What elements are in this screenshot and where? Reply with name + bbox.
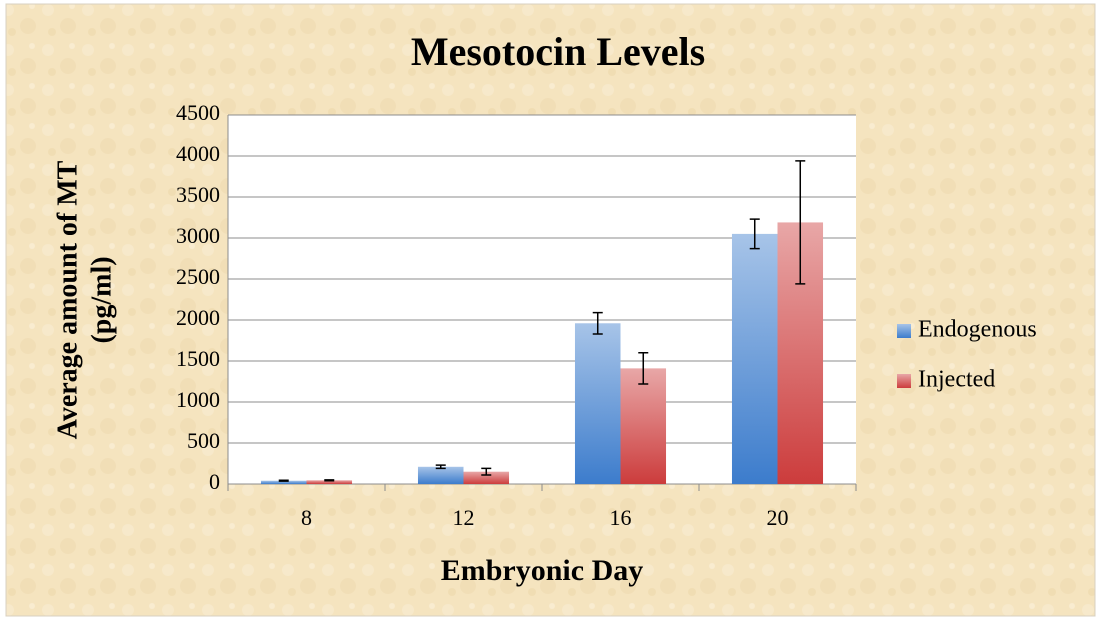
error-bar <box>435 464 446 470</box>
y-axis-label: Average amount of MT (pg/ml) <box>52 160 117 439</box>
bar <box>574 323 621 484</box>
error-bar <box>592 311 603 335</box>
bar <box>463 471 510 484</box>
y-tick-label: 3500 <box>176 182 220 207</box>
bar <box>731 233 778 484</box>
error-bar <box>278 479 289 482</box>
bar <box>260 480 307 484</box>
error-bar <box>638 352 649 385</box>
legend-swatch <box>897 324 911 338</box>
legend-label: Endogenous <box>918 317 1037 343</box>
bar <box>417 466 464 484</box>
x-tick-label: 12 <box>453 505 475 530</box>
y-tick-label: 4500 <box>176 100 220 125</box>
y-tick-label: 500 <box>187 428 220 453</box>
bar <box>620 368 667 484</box>
legend-label: Injected <box>918 367 995 393</box>
y-tick-label: 0 <box>209 469 220 494</box>
x-tick-label: 16 <box>610 505 632 530</box>
y-tick-label: 2500 <box>176 264 220 289</box>
x-tick-label: 8 <box>301 505 312 530</box>
bar <box>306 480 353 484</box>
legend-swatch <box>897 374 911 388</box>
y-tick-label: 3000 <box>176 223 220 248</box>
y-tick-label: 4000 <box>176 141 220 166</box>
error-bar <box>324 479 335 482</box>
y-tick-label: 2000 <box>176 305 220 330</box>
y-axis-label-line: Average amount of MT <box>52 160 83 439</box>
x-axis-label: Embryonic Day <box>441 554 644 587</box>
error-bar <box>749 218 760 250</box>
y-axis-label-line: (pg/ml) <box>86 256 117 343</box>
y-tick-label: 1500 <box>176 346 220 371</box>
x-tick-label: 20 <box>767 505 789 530</box>
error-bar <box>795 160 806 285</box>
y-tick-label: 1000 <box>176 387 220 412</box>
chart-title: Mesotocin Levels <box>411 29 705 74</box>
error-bar <box>481 467 492 476</box>
